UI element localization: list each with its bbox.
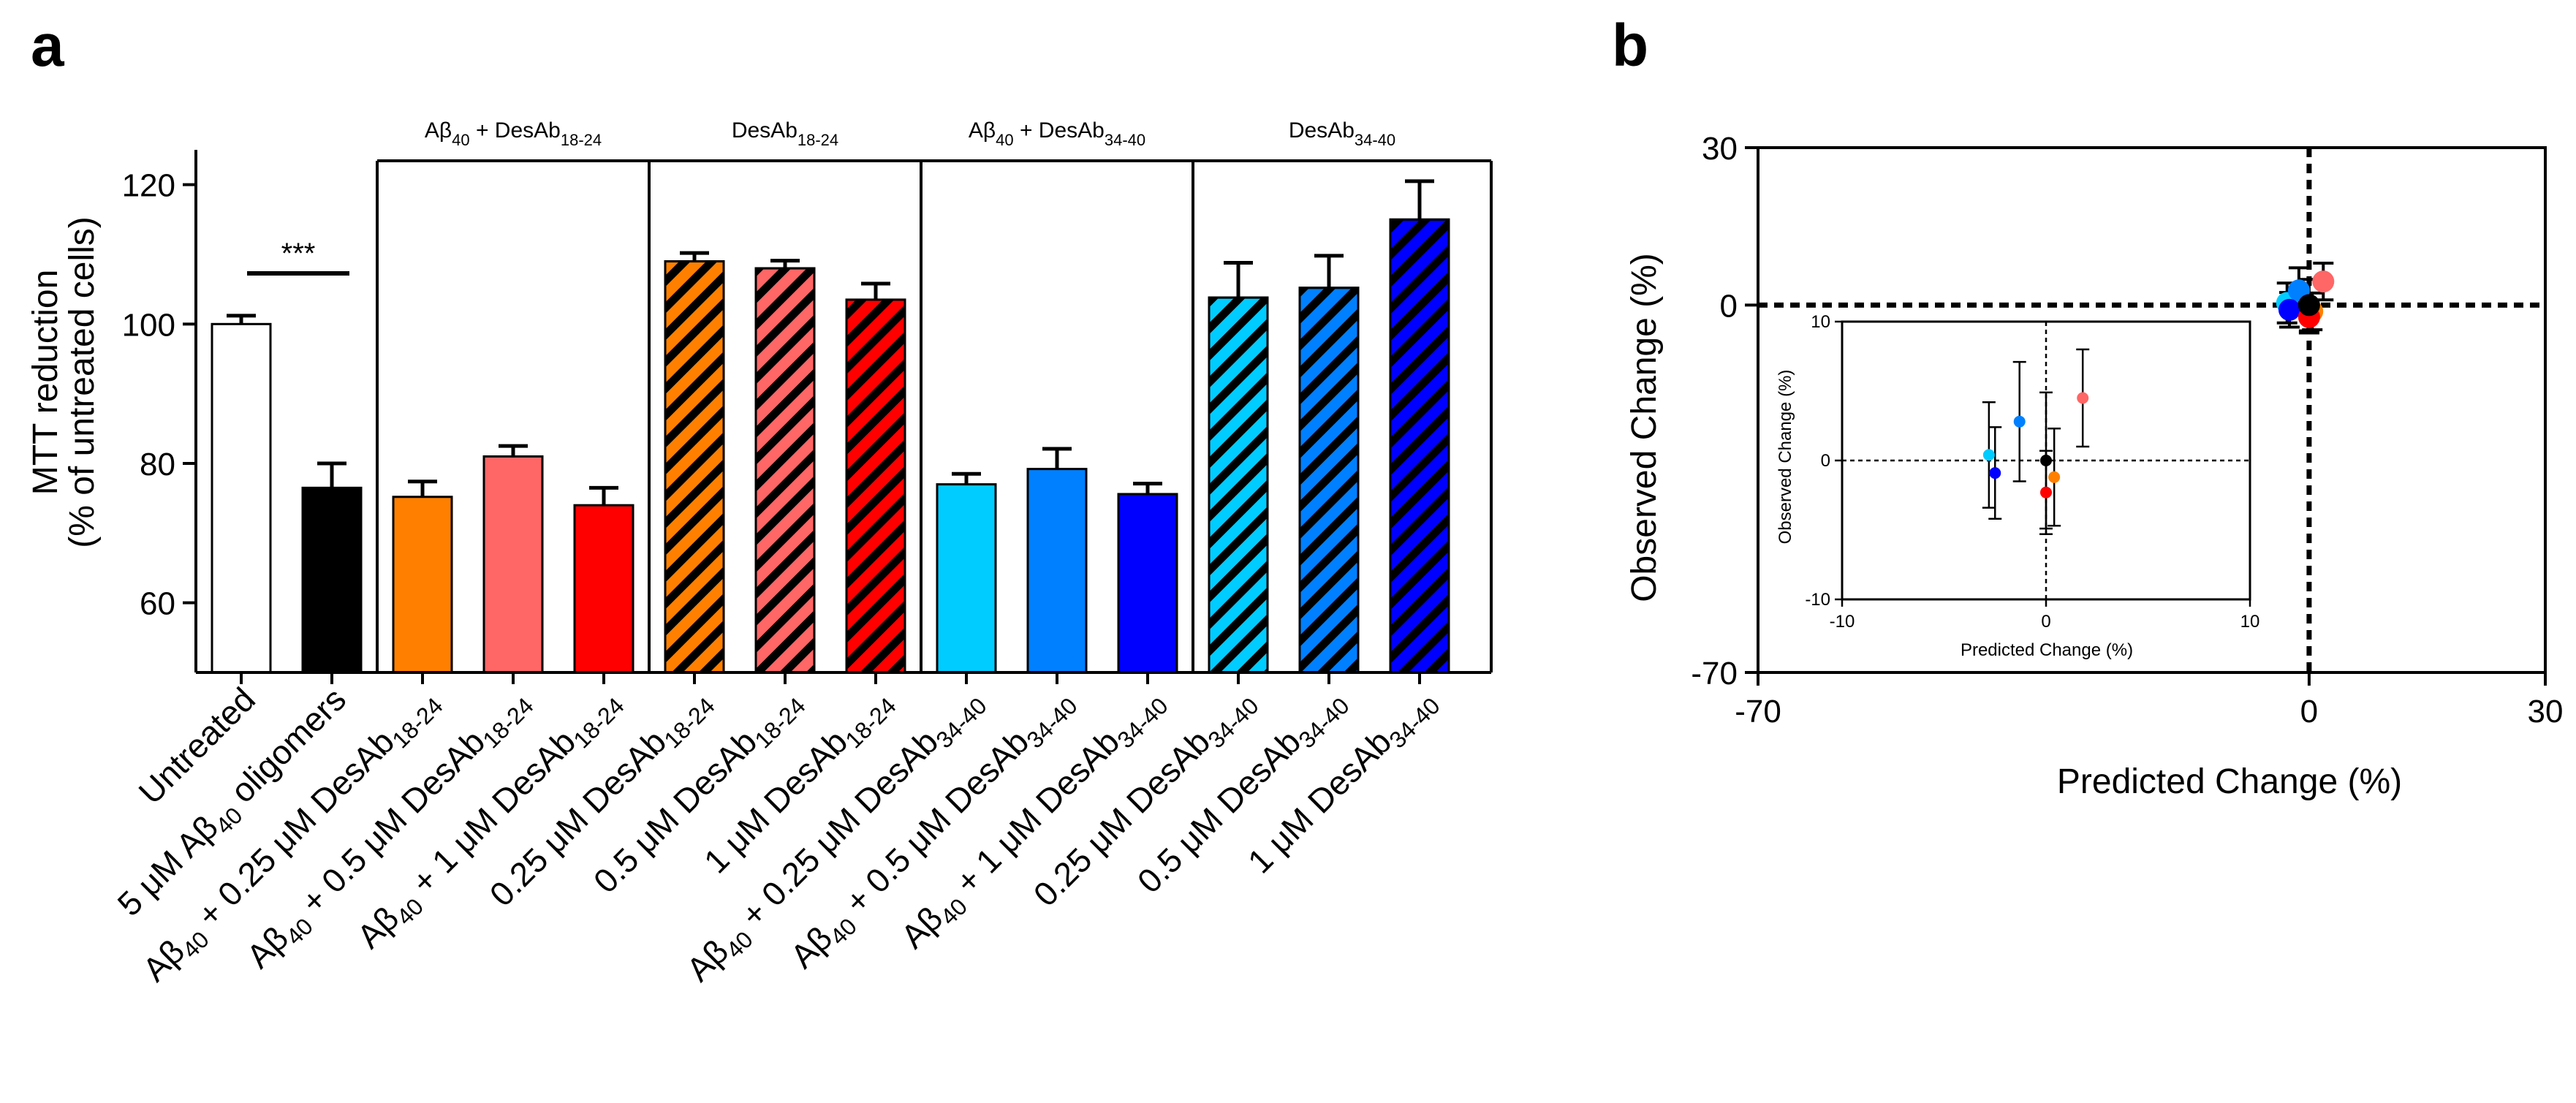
inset-data-point [2013, 415, 2026, 428]
inset-axes: -10 0 10 -10 0 10 [1805, 312, 2259, 632]
inset-y-axis-label: Observed Change (%) [1776, 370, 1795, 545]
bar-chart-axes: 60 80 100 120 [122, 150, 1491, 684]
group-header: Aβ40 + DesAb18-24 [425, 118, 602, 149]
inset-x-tick-label: 0 [2041, 612, 2050, 632]
group-header: Aβ40 + DesAb34-40 [969, 118, 1145, 149]
inset-x-tick-label: 10 [2240, 612, 2260, 632]
y-tick-label: 0 [1720, 288, 1738, 324]
bar-chart: 60 80 100 120 MTT reduction (% of untreated… [26, 118, 1493, 988]
y-axis-label-units: (% of untreated cells) [63, 216, 102, 548]
bar-series [211, 179, 1450, 674]
data-point [2297, 294, 2320, 317]
bar-hatch [1389, 218, 1450, 674]
y-tick-label: 100 [122, 307, 175, 343]
inset-x-tick-label: -10 [1830, 612, 1855, 632]
bar-hatch [1298, 287, 1360, 674]
scatter-chart: -70 0 30 -70 0 30 Predicted Change (%) Observ… [1625, 131, 2563, 801]
bar [1026, 468, 1088, 674]
scatter-axes: -70 0 30 -70 0 30 [1691, 131, 2563, 729]
significance-marker: *** [247, 238, 349, 276]
group-header: DesAb18-24 [732, 118, 838, 149]
group-headers: Aβ40 + DesAb18-24 DesAb18-24 Aβ40 + DesAb3… [376, 118, 1493, 672]
panel-b-label: b [1612, 12, 1648, 79]
y-axis-label: MTT reduction [26, 270, 65, 496]
group-header: DesAb34-40 [1289, 118, 1395, 149]
x-tick-label: -70 [1735, 694, 1781, 729]
y-axis-label: Observed Change (%) [1625, 253, 1664, 602]
bar [301, 486, 363, 674]
data-point [2312, 270, 2335, 293]
inset-data-point [2040, 455, 2052, 466]
inset-x-axis-label: Predicted Change (%) [1961, 640, 2133, 660]
significance-stars: *** [281, 238, 316, 270]
inset-data-point [2048, 471, 2061, 483]
plot-frame [1757, 146, 2547, 674]
x-tick-label: 30 [2528, 694, 2564, 729]
inset-data-point [1982, 449, 1995, 461]
scatter-points [2276, 261, 2335, 335]
bar-hatch [664, 260, 725, 674]
inset-y-tick-label: 10 [1811, 312, 1830, 332]
bar-hatch [754, 267, 816, 674]
bar [573, 504, 634, 674]
inset-chart: -10 0 10 -10 0 10 Predicted Change (%) Observ… [1776, 312, 2259, 660]
inset-y-tick-label: -10 [1805, 590, 1830, 610]
y-tick-label: 30 [1702, 131, 1738, 167]
bar [1117, 493, 1178, 674]
x-axis-label: Predicted Change (%) [2057, 762, 2402, 801]
bar-hatch [1208, 296, 1269, 674]
x-tick-label: 0 [2300, 694, 2318, 729]
bar-hatch [845, 298, 906, 674]
bar [936, 483, 997, 674]
panel-a-label: a [31, 12, 65, 79]
inset-data-point [1989, 467, 2001, 480]
inset-points [1982, 348, 2090, 535]
bar [211, 322, 272, 674]
y-tick-label: -70 [1691, 656, 1738, 691]
bar [482, 455, 544, 674]
inset-data-point [2040, 486, 2052, 499]
inset-y-tick-label: 0 [1821, 451, 1830, 471]
data-point [2278, 298, 2300, 321]
y-tick-label: 60 [140, 586, 175, 622]
y-tick-label: 80 [140, 447, 175, 482]
y-tick-label: 120 [122, 168, 175, 204]
bar [392, 496, 453, 674]
inset-data-point [2077, 392, 2089, 404]
